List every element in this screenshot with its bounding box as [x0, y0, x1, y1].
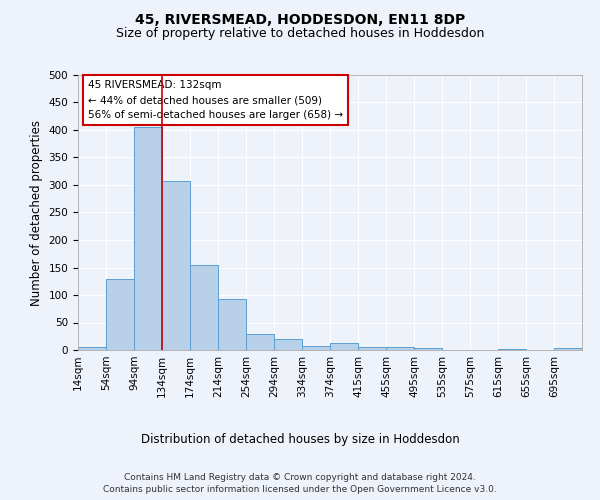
Bar: [358, 347, 386, 350]
Text: Size of property relative to detached houses in Hoddesdon: Size of property relative to detached ho…: [116, 28, 484, 40]
Text: Distribution of detached houses by size in Hoddesdon: Distribution of detached houses by size …: [140, 432, 460, 446]
Text: Contains HM Land Registry data © Crown copyright and database right 2024.: Contains HM Land Registry data © Crown c…: [124, 472, 476, 482]
Bar: [386, 346, 414, 350]
Text: 45, RIVERSMEAD, HODDESDON, EN11 8DP: 45, RIVERSMEAD, HODDESDON, EN11 8DP: [135, 12, 465, 26]
Bar: [218, 300, 246, 350]
Bar: [554, 348, 582, 350]
Bar: [414, 348, 442, 350]
Bar: [498, 349, 526, 350]
Text: Contains public sector information licensed under the Open Government Licence v3: Contains public sector information licen…: [103, 485, 497, 494]
Bar: [78, 346, 106, 350]
Bar: [162, 180, 190, 350]
Y-axis label: Number of detached properties: Number of detached properties: [30, 120, 43, 306]
Bar: [302, 346, 330, 350]
Text: 45 RIVERSMEAD: 132sqm
← 44% of detached houses are smaller (509)
56% of semi-det: 45 RIVERSMEAD: 132sqm ← 44% of detached …: [88, 80, 343, 120]
Bar: [190, 264, 218, 350]
Bar: [330, 344, 358, 350]
Bar: [274, 339, 302, 350]
Bar: [246, 334, 274, 350]
Bar: [106, 278, 134, 350]
Bar: [134, 127, 162, 350]
